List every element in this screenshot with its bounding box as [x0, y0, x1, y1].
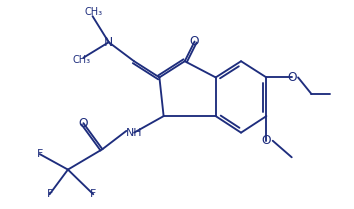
Text: O: O: [262, 134, 271, 147]
Text: CH₃: CH₃: [73, 55, 91, 65]
Text: NH: NH: [126, 128, 142, 138]
Text: O: O: [79, 117, 88, 130]
Text: CH₃: CH₃: [84, 7, 102, 17]
Text: O: O: [287, 71, 297, 84]
Text: F: F: [37, 149, 43, 159]
Text: F: F: [46, 189, 53, 199]
Text: N: N: [104, 36, 113, 49]
Text: O: O: [190, 35, 199, 48]
Text: F: F: [90, 189, 96, 199]
